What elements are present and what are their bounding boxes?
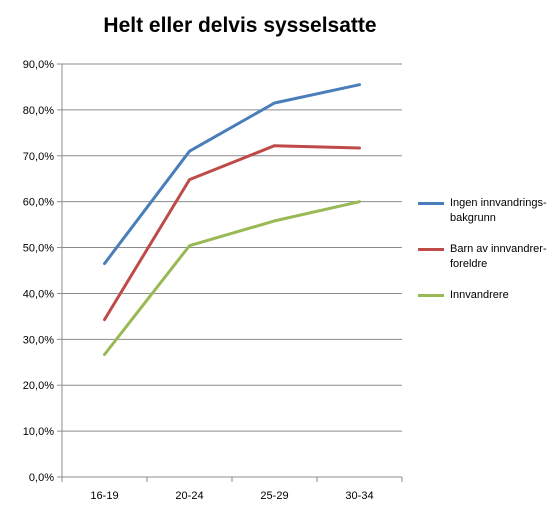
y-tick-label: 30,0% xyxy=(23,334,54,346)
x-tick-label: 20-24 xyxy=(175,490,203,502)
legend-swatch xyxy=(418,294,444,297)
legend-label: Barn av innvandrer- foreldre xyxy=(450,243,547,270)
legend-label: Innvandrere xyxy=(450,289,509,301)
series-line-0 xyxy=(103,83,361,266)
legend-item-ingen-innvandringsbakgrunn: Ingen innvandrings- bakgrunn xyxy=(418,196,558,226)
x-tick-label: 30-34 xyxy=(345,490,373,502)
legend-item-innvandrere: Innvandrere xyxy=(418,288,558,303)
y-tick-label: 90,0% xyxy=(23,59,54,71)
y-tick-label: 20,0% xyxy=(23,380,54,392)
x-tick-label: 16-19 xyxy=(90,490,118,502)
legend-swatch xyxy=(418,248,444,251)
y-tick-label: 60,0% xyxy=(23,197,54,209)
y-tick-label: 70,0% xyxy=(23,151,54,163)
legend-swatch xyxy=(418,202,444,205)
legend: Ingen innvandrings- bakgrunn Barn av inn… xyxy=(418,196,558,319)
y-tick-label: 80,0% xyxy=(23,105,54,117)
series-line-1 xyxy=(103,144,361,322)
y-tick-label: 10,0% xyxy=(23,426,54,438)
y-tick-label: 40,0% xyxy=(23,288,54,300)
x-tick-label: 25-29 xyxy=(260,490,288,502)
series-line-2 xyxy=(103,200,361,356)
y-tick-label: 50,0% xyxy=(23,243,54,255)
y-tick-label: 0,0% xyxy=(29,472,54,484)
legend-label: Ingen innvandrings- bakgrunn xyxy=(450,197,547,224)
legend-item-barn-av-innvandrerforeldre: Barn av innvandrer- foreldre xyxy=(418,242,558,272)
chart-title: Helt eller delvis sysselsatte xyxy=(103,14,377,37)
